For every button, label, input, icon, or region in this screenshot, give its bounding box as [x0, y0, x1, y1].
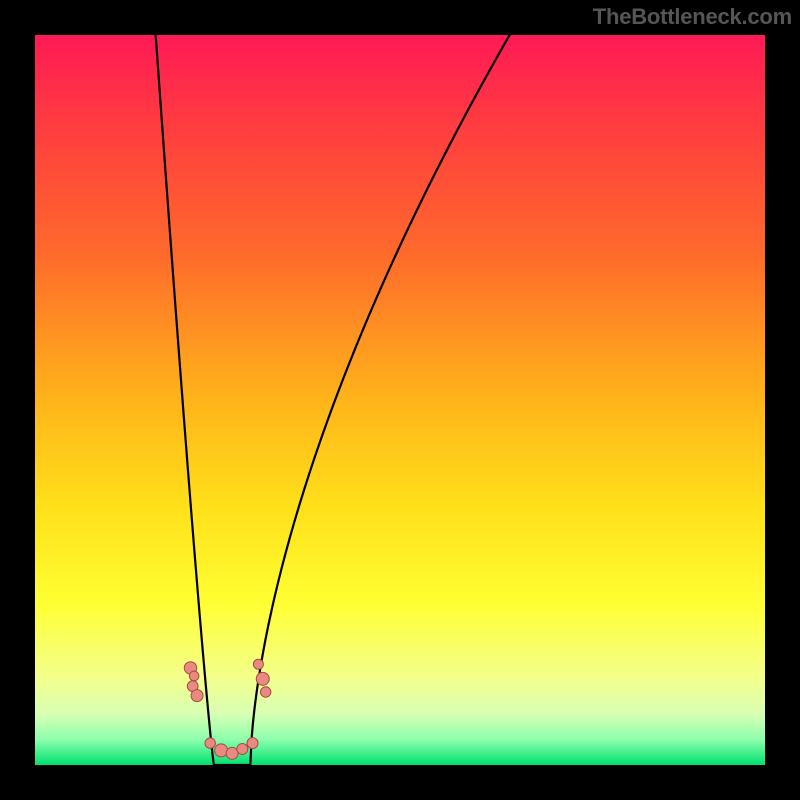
data-marker [205, 738, 215, 748]
plot-background [35, 35, 765, 765]
data-marker [191, 690, 203, 702]
data-marker [215, 744, 228, 757]
data-marker [260, 687, 270, 697]
watermark-label: TheBottleneck.com [593, 4, 792, 30]
bottleneck-plot [0, 0, 800, 800]
figure-root: TheBottleneck.com [0, 0, 800, 800]
data-marker [247, 738, 258, 749]
data-marker [226, 747, 238, 759]
data-marker [237, 743, 248, 754]
data-marker [256, 672, 269, 685]
data-marker [189, 671, 199, 681]
data-marker [253, 659, 263, 669]
